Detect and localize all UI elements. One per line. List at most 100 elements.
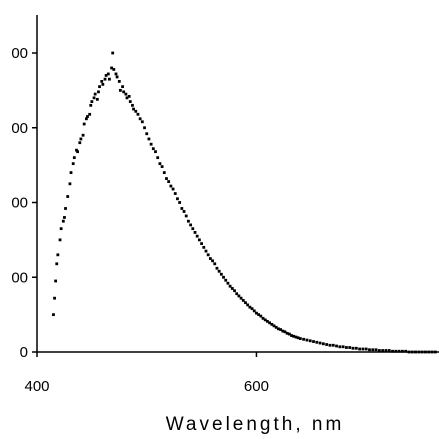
data-point-0-40 <box>114 72 118 76</box>
data-point-0-21 <box>84 117 88 121</box>
data-point-0-70 <box>173 192 177 195</box>
data-points <box>52 51 437 354</box>
data-point-0-150 <box>374 348 378 352</box>
data-point-0-38 <box>111 51 115 55</box>
data-point-0-7 <box>61 219 65 223</box>
data-point-0-35 <box>106 72 110 76</box>
data-point-0-158 <box>400 349 404 353</box>
data-point-0-132 <box>315 340 319 344</box>
data-point-0-45 <box>122 90 126 94</box>
data-point-0-90 <box>217 269 221 273</box>
data-point-0-98 <box>235 292 239 296</box>
data-point-0-153 <box>384 349 388 352</box>
data-point-0-69 <box>171 187 175 191</box>
data-point-0-111 <box>263 318 267 322</box>
data-point-0-29 <box>97 90 100 94</box>
data-point-0-133 <box>318 341 322 345</box>
data-point-0-71 <box>176 197 179 201</box>
data-point-0-48 <box>127 94 131 98</box>
data-point-0-128 <box>302 337 306 341</box>
data-point-0-151 <box>377 349 381 352</box>
data-point-0-155 <box>391 349 394 353</box>
data-point-0-141 <box>345 346 348 349</box>
data-point-0-156 <box>394 349 398 353</box>
data-point-0-146 <box>361 347 365 351</box>
data-point-0-33 <box>103 77 107 81</box>
data-point-0-3 <box>55 262 59 266</box>
data-point-0-2 <box>54 279 58 283</box>
data-point-0-122 <box>287 332 291 336</box>
data-point-0-81 <box>197 238 201 242</box>
data-point-0-107 <box>255 311 258 315</box>
data-point-0-137 <box>331 343 335 347</box>
data-point-0-57 <box>145 132 149 136</box>
data-point-0-87 <box>211 259 214 263</box>
data-point-0-75 <box>184 214 188 218</box>
data-point-0-58 <box>147 137 151 141</box>
data-point-0-73 <box>180 207 184 210</box>
data-point-0-65 <box>162 171 166 174</box>
data-point-0-130 <box>308 339 312 343</box>
data-point-0-20 <box>82 122 86 126</box>
data-point-0-165 <box>424 350 427 354</box>
data-point-0-16 <box>76 150 79 154</box>
data-point-0-66 <box>165 177 168 180</box>
data-point-0-54 <box>138 117 142 121</box>
data-point-0-125 <box>294 335 298 339</box>
data-point-0-105 <box>250 307 254 311</box>
data-point-0-108 <box>257 313 261 317</box>
data-point-0-106 <box>252 309 256 313</box>
data-point-0-26 <box>92 96 96 100</box>
data-point-0-80 <box>195 234 199 238</box>
data-point-0-43 <box>118 88 122 92</box>
y-tick-label-2: 00 <box>11 195 28 212</box>
data-point-0-168 <box>433 350 437 354</box>
data-point-0-64 <box>160 165 164 169</box>
data-point-0-104 <box>248 305 252 309</box>
data-point-0-30 <box>98 85 101 89</box>
data-point-0-164 <box>420 350 424 354</box>
data-point-0-52 <box>134 109 138 113</box>
data-point-0-139 <box>338 345 342 349</box>
data-point-0-134 <box>321 342 325 346</box>
data-point-0-0 <box>52 313 55 317</box>
y-tick-label-0: 0 <box>20 344 28 361</box>
data-point-0-94 <box>226 281 230 285</box>
data-point-0-13 <box>71 162 75 166</box>
data-point-0-24 <box>89 103 93 107</box>
data-point-0-50 <box>131 103 134 107</box>
data-point-0-114 <box>270 322 274 326</box>
x-tick-label-1: 600 <box>244 378 269 395</box>
data-point-0-44 <box>121 85 124 89</box>
data-point-0-74 <box>182 210 186 213</box>
data-point-0-37 <box>110 66 114 70</box>
data-point-0-118 <box>279 328 282 331</box>
data-point-0-8 <box>63 216 66 219</box>
data-point-0-152 <box>381 349 385 352</box>
data-point-0-84 <box>204 249 208 253</box>
data-point-0-55 <box>140 120 144 124</box>
data-point-0-121 <box>285 331 289 335</box>
data-point-0-72 <box>178 201 182 204</box>
data-point-0-162 <box>414 350 417 354</box>
data-point-0-117 <box>277 327 280 331</box>
data-point-0-27 <box>93 92 97 96</box>
data-point-0-142 <box>348 346 352 349</box>
data-point-0-10 <box>66 195 70 198</box>
data-point-0-76 <box>187 219 190 223</box>
data-point-0-19 <box>81 133 85 137</box>
data-point-0-17 <box>78 141 82 145</box>
data-point-0-119 <box>281 329 285 333</box>
data-point-0-96 <box>230 287 234 290</box>
data-point-0-4 <box>56 253 60 257</box>
data-point-0-31 <box>100 80 104 83</box>
data-point-0-23 <box>88 112 92 116</box>
data-point-0-47 <box>125 96 129 100</box>
data-point-0-78 <box>191 227 195 231</box>
data-point-0-140 <box>341 345 345 349</box>
data-point-0-154 <box>387 349 391 352</box>
data-point-0-112 <box>266 319 269 323</box>
data-point-0-143 <box>351 346 355 350</box>
data-point-0-67 <box>167 180 171 183</box>
data-point-0-126 <box>296 336 300 340</box>
